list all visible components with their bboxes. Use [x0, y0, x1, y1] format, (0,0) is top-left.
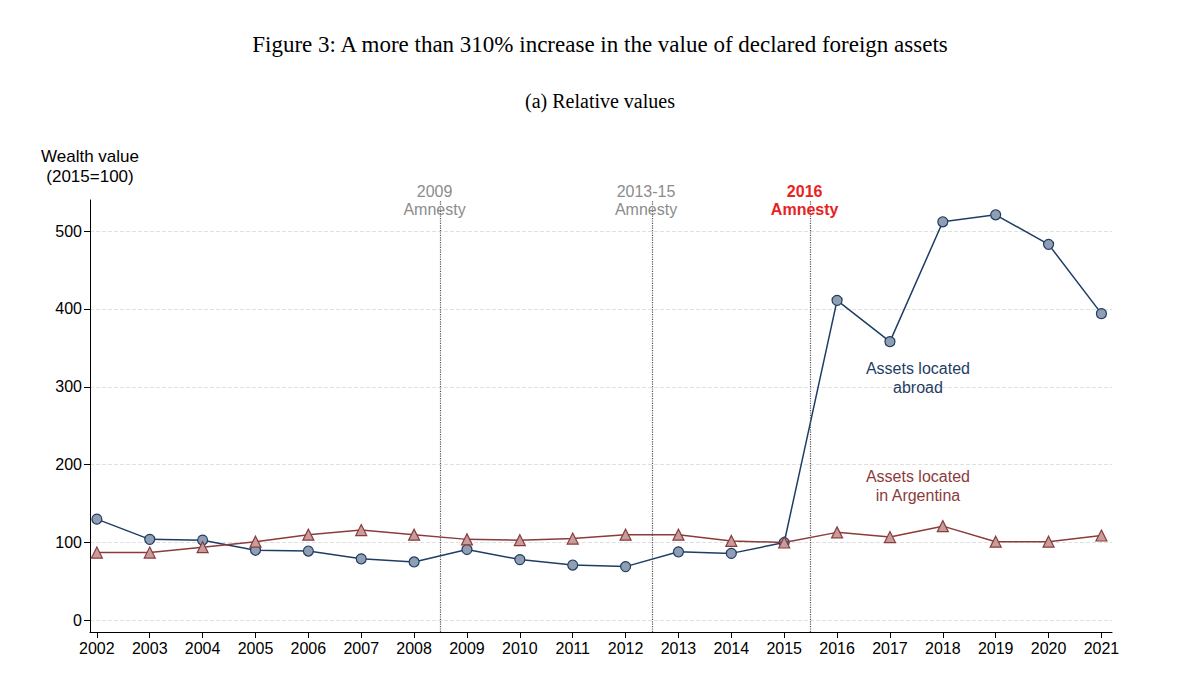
svg-text:100: 100 [55, 534, 82, 551]
svg-text:Wealth value: Wealth value [41, 147, 139, 166]
svg-text:2009: 2009 [449, 640, 485, 657]
svg-text:2016: 2016 [787, 183, 823, 200]
svg-text:2017: 2017 [872, 640, 908, 657]
svg-text:2016: 2016 [819, 640, 855, 657]
svg-text:200: 200 [55, 456, 82, 473]
svg-text:2002: 2002 [79, 640, 115, 657]
svg-text:2019: 2019 [978, 640, 1014, 657]
svg-text:0: 0 [73, 612, 82, 629]
svg-text:Amnesty: Amnesty [615, 201, 677, 218]
svg-text:Assets located: Assets located [866, 360, 970, 377]
svg-text:Amnesty: Amnesty [403, 201, 465, 218]
svg-text:Amnesty: Amnesty [771, 201, 839, 218]
svg-text:2014: 2014 [714, 640, 750, 657]
svg-text:2006: 2006 [291, 640, 327, 657]
svg-text:2007: 2007 [343, 640, 379, 657]
svg-text:2004: 2004 [185, 640, 221, 657]
svg-text:500: 500 [55, 223, 82, 240]
svg-text:2013: 2013 [661, 640, 697, 657]
svg-text:2008: 2008 [396, 640, 432, 657]
svg-text:2013-15: 2013-15 [617, 183, 676, 200]
svg-text:2012: 2012 [608, 640, 644, 657]
svg-text:abroad: abroad [893, 379, 943, 396]
svg-text:2011: 2011 [556, 640, 591, 657]
svg-text:2003: 2003 [132, 640, 168, 657]
svg-text:2015: 2015 [766, 640, 802, 657]
svg-text:Figure 3: A more than 310% inc: Figure 3: A more than 310% increase in t… [252, 32, 948, 57]
svg-text:400: 400 [55, 300, 82, 317]
svg-text:2018: 2018 [925, 640, 961, 657]
svg-text:2010: 2010 [502, 640, 538, 657]
svg-text:2009: 2009 [417, 183, 453, 200]
svg-text:Assets located: Assets located [866, 468, 970, 485]
svg-text:2005: 2005 [238, 640, 274, 657]
svg-text:(a) Relative values: (a) Relative values [525, 90, 675, 113]
svg-text:(2015=100): (2015=100) [46, 167, 133, 186]
svg-text:2020: 2020 [1031, 640, 1067, 657]
svg-text:in Argentina: in Argentina [876, 487, 961, 504]
svg-text:2021: 2021 [1084, 640, 1120, 657]
svg-text:300: 300 [55, 378, 82, 395]
